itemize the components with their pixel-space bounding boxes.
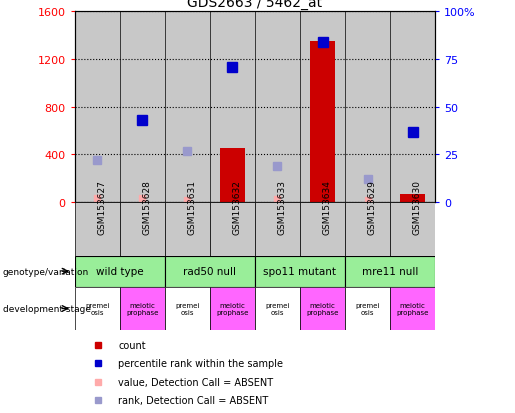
Bar bbox=[165, 256, 255, 287]
Bar bbox=[255, 256, 345, 287]
Title: GDS2663 / 5462_at: GDS2663 / 5462_at bbox=[187, 0, 322, 10]
Text: GSM153629: GSM153629 bbox=[368, 179, 376, 234]
Text: development stage: development stage bbox=[3, 304, 91, 313]
Bar bbox=[255, 12, 300, 202]
Bar bbox=[210, 12, 255, 202]
Text: rank, Detection Call = ABSENT: rank, Detection Call = ABSENT bbox=[118, 395, 269, 405]
Bar bbox=[210, 202, 255, 256]
Bar bbox=[75, 256, 165, 287]
Text: GSM153631: GSM153631 bbox=[187, 179, 196, 234]
Bar bbox=[300, 12, 345, 202]
Text: count: count bbox=[118, 340, 146, 350]
Bar bbox=[119, 202, 165, 256]
Bar bbox=[165, 202, 210, 256]
Bar bbox=[345, 12, 390, 202]
Text: GSM153633: GSM153633 bbox=[278, 179, 286, 234]
Text: meiotic
prophase: meiotic prophase bbox=[126, 302, 159, 315]
Text: genotype/variation: genotype/variation bbox=[3, 267, 89, 276]
Bar bbox=[310, 42, 335, 202]
Text: meiotic
prophase: meiotic prophase bbox=[397, 302, 429, 315]
Text: rad50 null: rad50 null bbox=[183, 266, 236, 277]
Bar bbox=[345, 287, 390, 330]
Bar bbox=[345, 202, 390, 256]
Bar bbox=[119, 12, 165, 202]
Text: premei
osis: premei osis bbox=[85, 302, 109, 315]
Bar bbox=[255, 202, 300, 256]
Text: premei
osis: premei osis bbox=[355, 302, 380, 315]
Text: premei
osis: premei osis bbox=[175, 302, 199, 315]
Bar bbox=[210, 287, 255, 330]
Bar bbox=[300, 202, 345, 256]
Text: GSM153628: GSM153628 bbox=[142, 179, 151, 234]
Bar bbox=[390, 12, 435, 202]
Text: wild type: wild type bbox=[96, 266, 144, 277]
Text: GSM153627: GSM153627 bbox=[97, 179, 106, 234]
Bar bbox=[119, 287, 165, 330]
Bar bbox=[345, 256, 435, 287]
Text: premei
osis: premei osis bbox=[265, 302, 289, 315]
Bar bbox=[390, 202, 435, 256]
Text: spo11 mutant: spo11 mutant bbox=[264, 266, 336, 277]
Text: meiotic
prophase: meiotic prophase bbox=[216, 302, 249, 315]
Text: GSM153634: GSM153634 bbox=[322, 179, 332, 234]
Bar bbox=[220, 149, 245, 202]
Text: GSM153630: GSM153630 bbox=[413, 179, 422, 234]
Bar bbox=[165, 287, 210, 330]
Bar bbox=[300, 287, 345, 330]
Text: meiotic
prophase: meiotic prophase bbox=[306, 302, 339, 315]
Bar bbox=[75, 202, 119, 256]
Text: mre11 null: mre11 null bbox=[362, 266, 418, 277]
Bar bbox=[390, 287, 435, 330]
Text: percentile rank within the sample: percentile rank within the sample bbox=[118, 358, 283, 368]
Text: GSM153632: GSM153632 bbox=[232, 179, 242, 234]
Text: value, Detection Call = ABSENT: value, Detection Call = ABSENT bbox=[118, 377, 273, 387]
Bar bbox=[400, 195, 425, 202]
Bar bbox=[75, 12, 119, 202]
Bar bbox=[75, 287, 119, 330]
Bar bbox=[165, 12, 210, 202]
Bar bbox=[255, 287, 300, 330]
